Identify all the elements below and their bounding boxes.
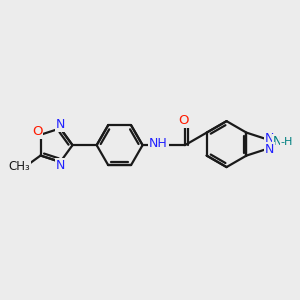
Text: CH₃: CH₃ (8, 160, 30, 173)
Text: O: O (32, 125, 42, 138)
Text: N: N (56, 118, 66, 131)
Text: -H: -H (280, 137, 293, 147)
Text: N: N (265, 143, 274, 157)
Text: N: N (273, 135, 283, 148)
Text: N: N (56, 159, 66, 172)
Text: N: N (265, 132, 274, 145)
Text: O: O (178, 114, 189, 127)
Text: NH: NH (149, 137, 168, 150)
